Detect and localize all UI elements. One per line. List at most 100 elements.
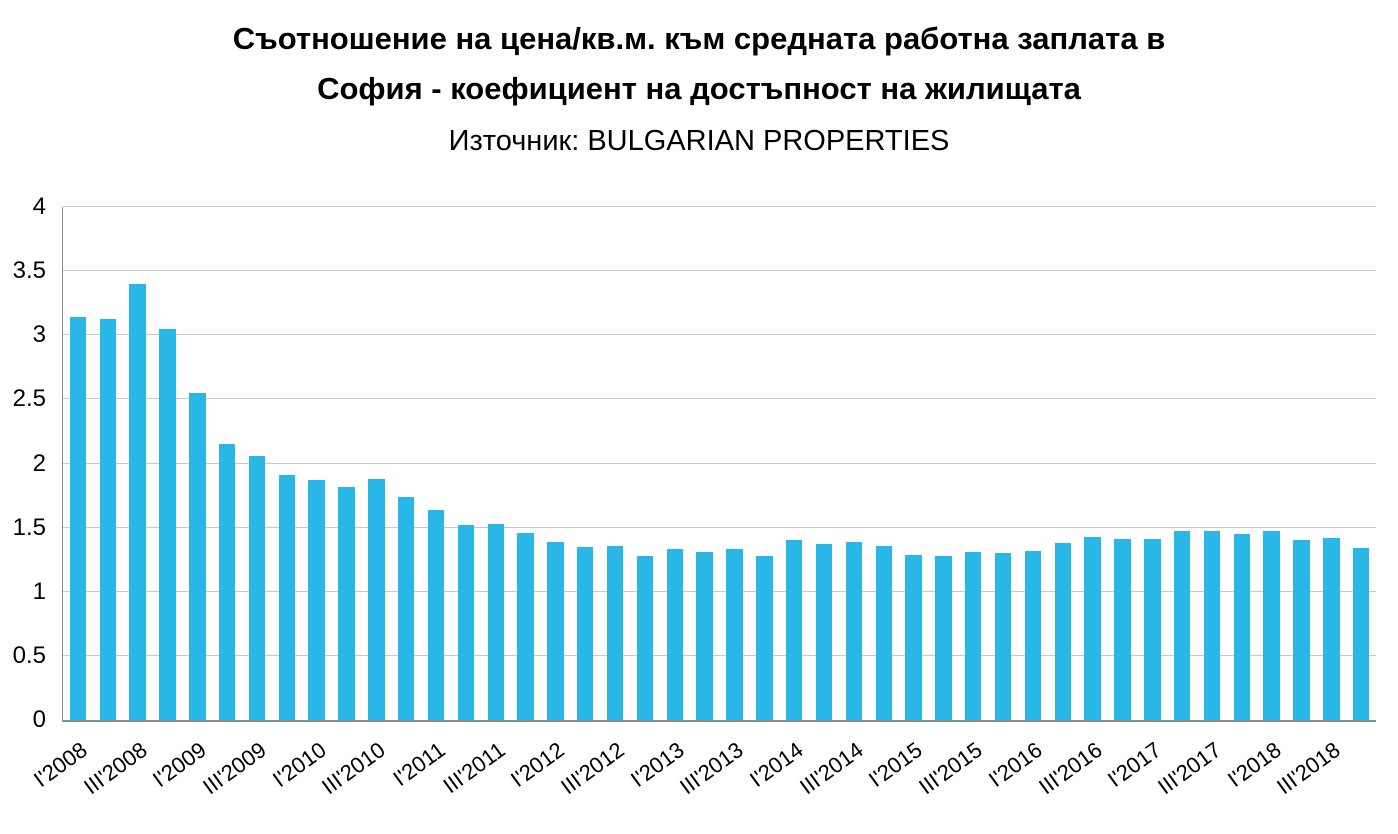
gridline — [63, 270, 1376, 272]
chart-titles: Съотношение на цена/кв.м. към средната р… — [0, 14, 1398, 168]
bar-slot — [839, 207, 869, 720]
bar-slot — [153, 207, 183, 720]
bar — [666, 549, 683, 720]
bar-slot — [1018, 207, 1048, 720]
bar — [1263, 531, 1280, 720]
bar-slot — [958, 207, 988, 720]
bar — [577, 546, 594, 720]
bar — [398, 496, 415, 720]
bar — [69, 317, 87, 720]
bar-slot — [451, 207, 481, 720]
y-axis-tick-label: 3.5 — [12, 257, 46, 285]
bar-slot — [690, 207, 720, 720]
bar-slot — [272, 207, 302, 720]
bar — [1173, 531, 1191, 720]
y-axis-tick-label: 0.5 — [12, 641, 46, 669]
bar — [129, 283, 146, 720]
x-axis-tick-label: III'2011 — [438, 737, 510, 799]
bar — [547, 541, 564, 720]
bar — [517, 532, 534, 720]
x-axis-tick-label: III'2017 — [1153, 737, 1226, 800]
bar-slot — [720, 207, 750, 720]
bar — [308, 480, 325, 720]
bar — [965, 552, 982, 720]
x-axis-tick-label: III'2013 — [675, 737, 749, 800]
bar-slot — [361, 207, 391, 720]
bar-slot — [541, 207, 571, 720]
chart-title-line1: Съотношение на цена/кв.м. към средната р… — [232, 21, 1166, 56]
bar — [487, 523, 504, 720]
bar — [278, 475, 296, 720]
y-axis-tick-label: 1 — [32, 577, 46, 605]
bar-slot — [600, 207, 630, 720]
bar-slot — [630, 207, 660, 720]
bar — [726, 549, 743, 720]
x-axis-tick-label: III'2012 — [556, 737, 629, 800]
bars — [63, 207, 1376, 720]
bar — [1024, 550, 1042, 720]
bar-slot — [1346, 207, 1376, 720]
bar — [427, 509, 445, 720]
bar — [218, 444, 236, 720]
bar — [99, 318, 116, 720]
x-axis-labels: I'2008 III'2008 I'2009 III'2009 I'2010 III'20… — [29, 727, 1375, 827]
bar-slot — [332, 207, 362, 720]
bar-slot — [242, 207, 272, 720]
bar-slot — [421, 207, 451, 720]
chart-source-line: Източник: BULGARIAN PROPERTIES — [448, 125, 950, 157]
gridline — [63, 654, 1376, 656]
gridline — [63, 206, 1376, 207]
bar — [1203, 531, 1221, 720]
bar-slot — [1287, 207, 1317, 720]
bar-slot — [63, 207, 93, 720]
bar-slot — [391, 207, 421, 720]
bar-slot — [869, 207, 899, 720]
bar-slot — [660, 207, 690, 720]
bar-slot — [1137, 207, 1167, 720]
bar — [1144, 539, 1161, 720]
bar-slot — [899, 207, 929, 720]
bar — [845, 541, 863, 720]
bar-slot — [511, 207, 541, 720]
bar-slot — [481, 207, 511, 720]
bar-slot — [1108, 207, 1138, 720]
y-axis-labels: 0 0.5 1 1.5 2 2.5 3 3.5 4 — [0, 194, 46, 733]
bar — [1114, 539, 1131, 720]
gridline — [63, 334, 1376, 336]
bar — [756, 555, 773, 720]
bar — [875, 545, 892, 720]
bar — [1293, 540, 1310, 720]
bar — [1054, 543, 1071, 720]
bar-slot — [570, 207, 600, 720]
gridline — [63, 590, 1376, 592]
x-axis-tick-label: III'2018 — [1272, 737, 1345, 800]
bar — [935, 555, 952, 720]
plot-area — [62, 206, 1376, 722]
bar — [785, 540, 803, 720]
bar — [815, 544, 833, 720]
chart-title-line2: София - коефициент на достъпност на жили… — [317, 71, 1081, 106]
bar-slot — [1257, 207, 1287, 720]
bar-slot — [123, 207, 153, 720]
gridline — [63, 398, 1376, 400]
bar — [368, 478, 385, 720]
y-axis-tick-label: 0 — [32, 706, 46, 733]
bar-slot — [1197, 207, 1227, 720]
bar-slot — [809, 207, 839, 720]
bar — [696, 552, 713, 720]
y-axis-tick-label: 2.5 — [12, 385, 46, 413]
x-axis-tick-label: III'2009 — [198, 737, 271, 800]
x-axis-tick-label: I'2011 — [388, 737, 450, 792]
bar-slot — [212, 207, 242, 720]
bar-slot — [302, 207, 332, 720]
bar-slot — [988, 207, 1018, 720]
bar-slot — [928, 207, 958, 720]
x-axis-tick-label: III'2015 — [914, 737, 987, 800]
x-axis-tick-label: III'2010 — [317, 737, 391, 800]
gridlines — [63, 206, 1376, 720]
bar — [1233, 534, 1251, 720]
bar-slot — [1078, 207, 1108, 720]
bar — [189, 392, 206, 720]
y-axis-tick-label: 2 — [32, 449, 46, 477]
gridline — [63, 462, 1376, 464]
